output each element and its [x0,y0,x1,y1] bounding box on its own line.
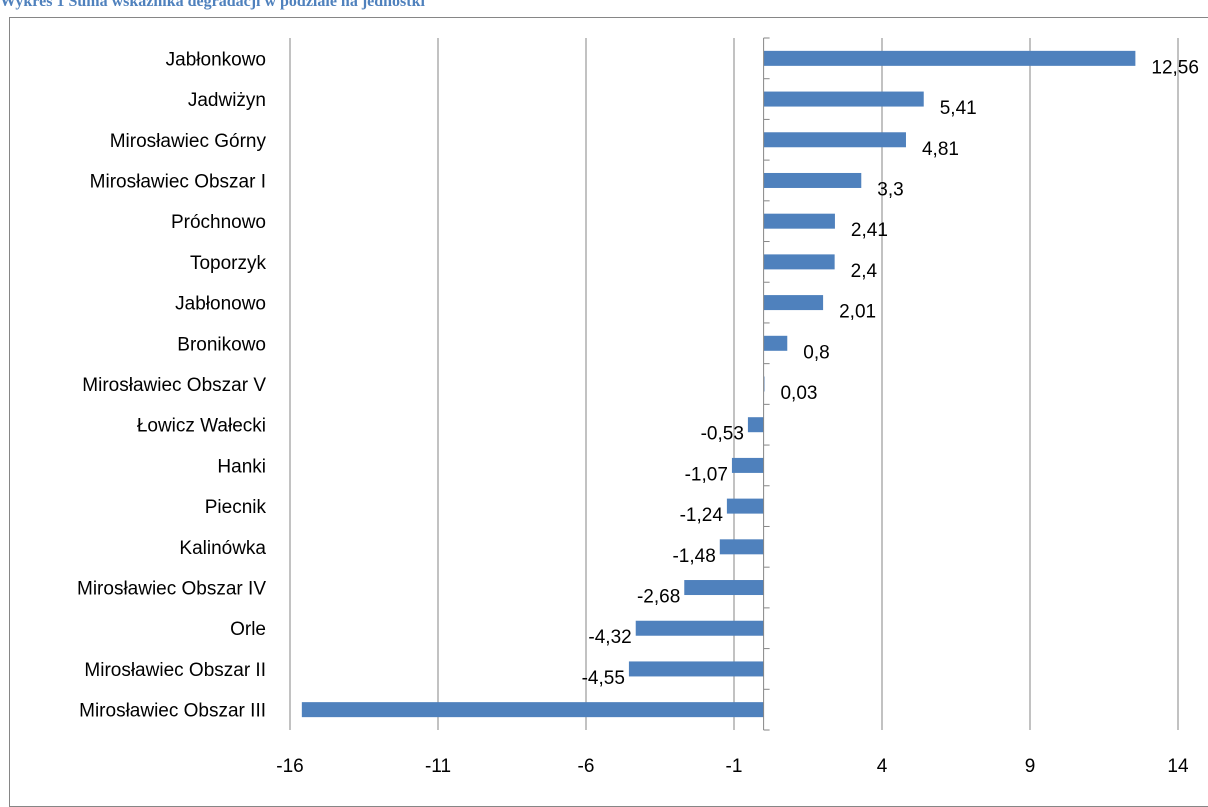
bar [763,295,824,311]
category-label: Bronikowo [177,334,266,355]
data-label: -1,07 [685,464,728,485]
bar [726,498,764,514]
chart-caption: Wykres 1 Suma wskaźnika degradacji w pod… [0,0,425,10]
category-labels: Jabłonkowo Jadwiżyn Mirosławiec Górny Miros… [77,49,266,721]
data-label: 2,4 [851,261,878,282]
x-tick-label: 14 [1167,756,1189,777]
category-label: Mirosławiec Obszar IV [77,579,266,600]
x-tick-label: -11 [425,756,451,777]
bar [763,172,862,188]
category-label: Próchnowo [171,212,266,233]
category-label: Mirosławiec Górny [110,131,267,152]
category-label: Kalinówka [179,538,266,559]
data-label: 5,41 [940,98,977,119]
bar [628,661,764,677]
bar [719,539,764,555]
bar [763,335,788,351]
data-label: 2,41 [851,220,888,241]
category-label: Jabłonkowo [166,49,266,70]
bar [731,457,764,473]
category-label: Piecnik [205,497,267,518]
data-label: -4,55 [582,668,625,689]
x-tick-label: 4 [877,756,888,777]
data-label: 2,01 [839,302,876,323]
data-label: -0,53 [701,424,744,445]
data-label: -1,48 [672,546,715,567]
data-label: 4,81 [922,139,959,160]
bars [301,50,1136,718]
data-label: -2,68 [637,587,680,608]
bar [763,91,924,107]
bar [763,213,835,229]
x-tick-label: -1 [726,756,743,777]
bar [763,254,835,270]
data-label: 12,56 [1151,57,1199,78]
data-label: 0,03 [780,383,817,404]
bar [301,702,764,718]
bar [747,417,764,433]
data-labels: 12,56 5,41 4,81 3,3 2,41 2,4 2,01 0,8 0,03 -0,53 -… [582,57,1199,689]
data-label: -4,32 [588,627,631,648]
x-tick-label: -6 [578,756,595,777]
gridlines [289,38,1179,730]
data-label: 0,8 [803,342,829,363]
bar [635,620,764,636]
bar [684,580,764,596]
bar [763,50,1136,66]
x-tick-label: 9 [1025,756,1036,777]
category-label: Mirosławiec Obszar V [82,375,266,396]
category-label: Orle [230,619,266,640]
x-tick-labels: -16 -11 -6 -1 4 9 14 [276,756,1189,777]
category-label: Hanki [217,456,266,477]
category-label: Mirosławiec Obszar II [84,660,266,681]
bar [763,132,906,148]
data-label: -1,24 [680,505,724,526]
category-label: Mirosławiec Obszar III [79,701,266,722]
category-label: Jabłonowo [175,294,266,315]
category-label: Mirosławiec Obszar I [90,171,266,192]
data-label: 3,3 [877,179,903,200]
category-axis [763,37,770,731]
x-tick-label: -16 [276,756,303,777]
category-label: Jadwiżyn [188,90,266,111]
category-label: Toporzyk [190,253,267,274]
category-label: Łowicz Wałecki [137,416,266,437]
